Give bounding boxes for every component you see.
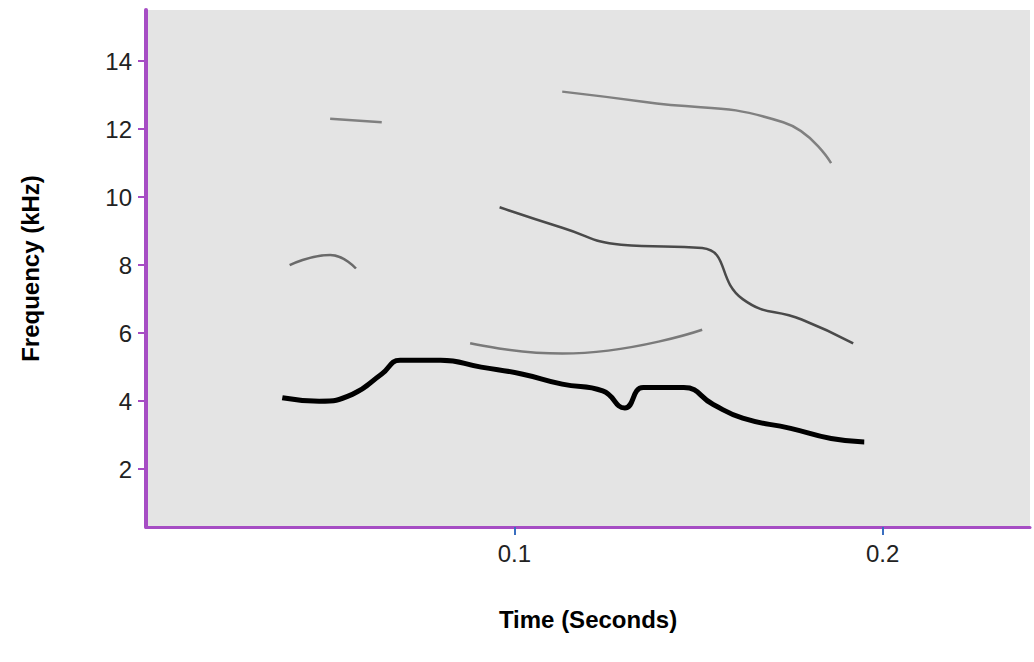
- svg-text:2: 2: [119, 456, 132, 483]
- svg-text:14: 14: [105, 48, 132, 75]
- svg-text:Frequency (kHz): Frequency (kHz): [17, 175, 44, 362]
- svg-text:4: 4: [119, 388, 132, 415]
- svg-text:12: 12: [105, 116, 132, 143]
- svg-text:0.2: 0.2: [866, 540, 899, 567]
- svg-text:Time (Seconds): Time (Seconds): [499, 606, 677, 633]
- svg-text:6: 6: [119, 320, 132, 347]
- svg-text:0.1: 0.1: [498, 540, 531, 567]
- svg-text:8: 8: [119, 252, 132, 279]
- svg-text:10: 10: [105, 184, 132, 211]
